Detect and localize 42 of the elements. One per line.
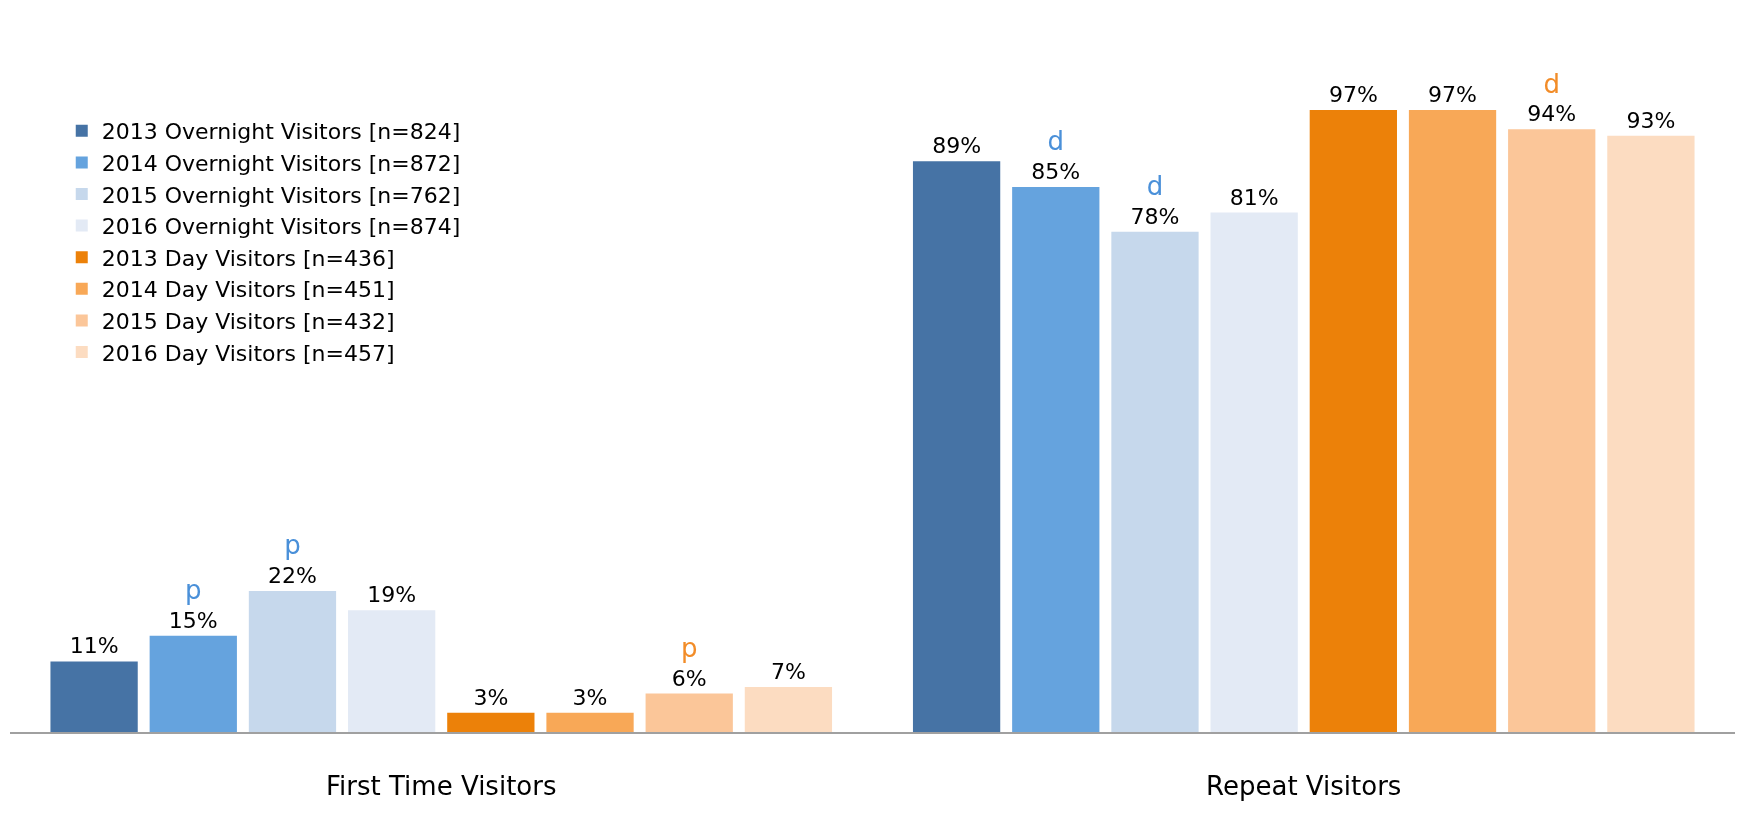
legend-label: 2016 Day Visitors [n=457] (101, 340, 395, 366)
legend-label: 2016 Overnight Visitors [n=874] (101, 214, 461, 240)
bar (348, 610, 436, 732)
legend-label: 2015 Day Visitors [n=432] (101, 308, 395, 334)
legend-label: 2015 Overnight Visitors [n=762] (101, 182, 461, 208)
data-label: 11% (69, 633, 119, 659)
bar (248, 590, 337, 732)
x-tick-label: First Time Visitors (326, 770, 557, 801)
bar (1210, 212, 1298, 732)
legend-label: 2013 Overnight Visitors [n=824] (101, 119, 461, 145)
bar (149, 635, 237, 732)
bar (447, 712, 535, 732)
data-label: 97% (1328, 82, 1378, 107)
data-label: 81% (1229, 184, 1279, 210)
bar (1408, 110, 1497, 732)
bar (744, 687, 833, 732)
data-label: 19% (367, 582, 417, 608)
bar (1508, 129, 1596, 732)
legend-label: 2014 Day Visitors [n=451] (101, 277, 395, 303)
data-label: 7% (770, 659, 806, 685)
bar (1607, 135, 1695, 732)
data-label: 93% (1626, 107, 1676, 133)
data-label: p 6% (671, 632, 707, 691)
bar (1111, 231, 1199, 732)
data-label: d 85% (1031, 126, 1081, 184)
bar (50, 661, 138, 732)
x-tick-label: Repeat Visitors (1206, 770, 1402, 801)
data-label: p 15% (168, 575, 218, 633)
data-label: 3% (572, 684, 608, 710)
legend-label: 2013 Day Visitors [n=436] (101, 245, 395, 271)
data-label: 89% (932, 133, 982, 159)
bar (912, 161, 1001, 732)
data-label: 97% (1428, 82, 1477, 107)
bar (546, 712, 634, 732)
legend-label: 2014 Overnight Visitors [n=872] (101, 150, 461, 176)
data-label: 3% (473, 684, 509, 710)
data-label: p 22% (268, 530, 317, 588)
bar (1012, 186, 1100, 732)
data-label: d 78% (1130, 171, 1180, 229)
bar (645, 693, 733, 732)
data-label: d 94% (1527, 68, 1577, 127)
bar (1309, 110, 1397, 732)
